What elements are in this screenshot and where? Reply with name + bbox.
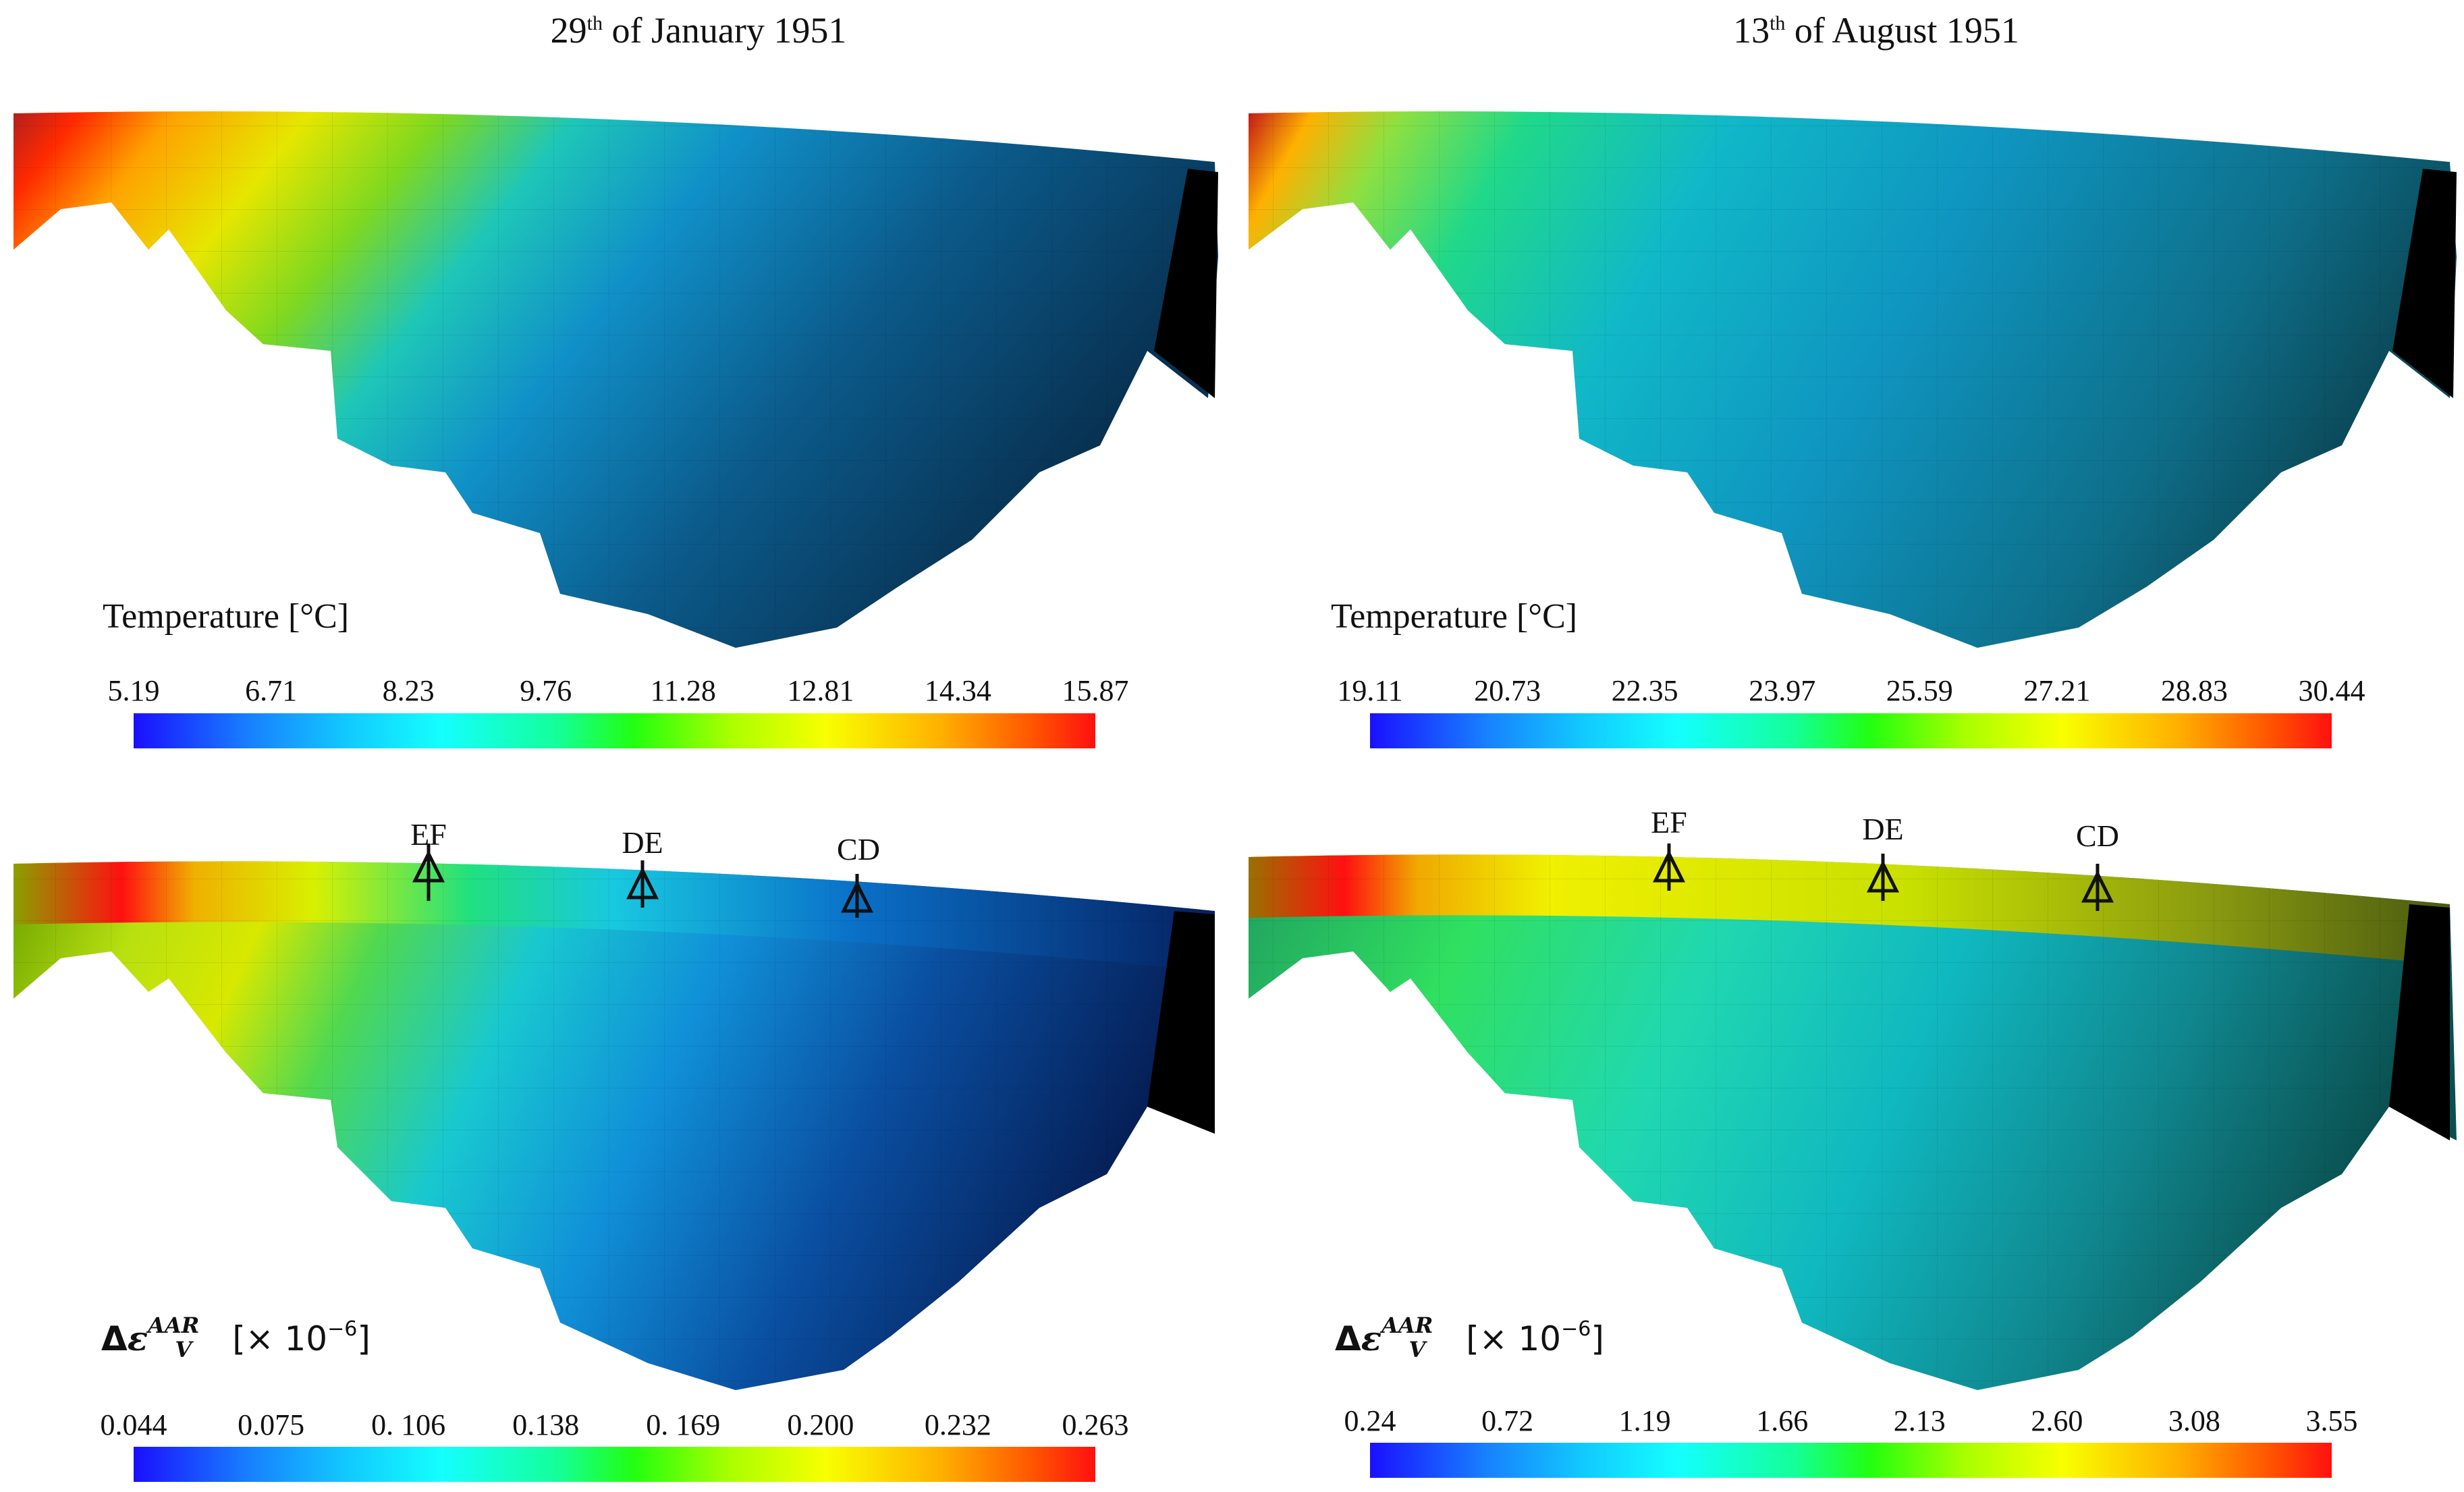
tick-label: 27.21: [2023, 674, 2091, 707]
tick-label: 1.66: [1756, 1404, 1809, 1437]
tick-label: 14.34: [924, 674, 991, 707]
dam-august-temperature: [1249, 111, 2457, 648]
temperature-ticks-left: 5.19 6.71 8.23 9.76 11.28 12.81 14.34 15…: [108, 673, 1129, 707]
tick-label: 30.44: [2298, 674, 2365, 707]
temperature-colorbar-right: [1370, 713, 2332, 748]
dam-january-temperature: [13, 111, 1218, 648]
temperature-colorbar-left: [134, 713, 1095, 748]
tick-label: 8.23: [382, 674, 435, 707]
strain-label-left: ΔεAARV [× 10−6]: [101, 1313, 371, 1362]
tick-label: 6.71: [245, 674, 298, 707]
tick-label: 23.97: [1749, 674, 1816, 707]
tick-label: 0.24: [1344, 1404, 1396, 1437]
tick-label: 20.73: [1474, 674, 1541, 707]
tick-label: 3.08: [2168, 1404, 2220, 1437]
tick-label: 2.13: [1893, 1404, 1946, 1437]
tick-label: 9.76: [520, 674, 572, 707]
tick-label: 0.044: [100, 1408, 167, 1441]
tick-label: 28.83: [2160, 674, 2228, 707]
tick-label: 0.232: [924, 1408, 991, 1441]
right-panel-title: 13th of August 1951: [1733, 10, 2019, 51]
tick-label: 15.87: [1062, 674, 1129, 707]
temperature-label-right: Temperature [°C]: [1331, 597, 1578, 636]
dam-august-strain: [1249, 854, 2457, 1390]
tick-label: 0.72: [1481, 1404, 1534, 1437]
tick-label: 0.200: [787, 1408, 854, 1441]
tick-label: 0.138: [512, 1408, 580, 1441]
tick-label: 12.81: [787, 674, 854, 707]
strain-label-right: ΔεAARV [× 10−6]: [1335, 1313, 1604, 1362]
strain-ticks-left: 0.044 0.075 0. 106 0.138 0. 169 0.200 0.…: [101, 1408, 1129, 1441]
tick-label: 22.35: [1611, 674, 1678, 707]
section-label-de-right: DE: [1862, 812, 1904, 846]
temperature-label-left: Temperature [°C]: [103, 597, 350, 636]
tick-label: 19.11: [1337, 674, 1403, 707]
section-markers: [412, 844, 2114, 918]
strain-ticks-right: 0.24 0.72 1.19 1.66 2.13 2.60 3.08 3.55: [1344, 1404, 2358, 1437]
tick-label: 11.28: [650, 674, 716, 707]
section-label-cd-left: CD: [837, 832, 880, 866]
strain-colorbar-right: [1370, 1443, 2332, 1478]
dam-january-strain: [13, 861, 1215, 1390]
tick-label: 3.55: [2305, 1404, 2358, 1437]
section-label-ef-right: EF: [1651, 805, 1687, 839]
tick-label: 25.59: [1886, 674, 1953, 707]
left-panel-title: 29th of January 1951: [550, 10, 847, 51]
tick-label: 0.075: [238, 1408, 305, 1441]
tick-label: 0. 169: [646, 1408, 721, 1441]
section-label-cd-right: CD: [2076, 819, 2119, 853]
tick-label: 0.263: [1062, 1408, 1129, 1441]
tick-label: 2.60: [2031, 1404, 2083, 1437]
tick-label: 5.19: [107, 674, 160, 707]
section-label-de-left: DE: [622, 825, 663, 860]
tick-label: 1.19: [1618, 1404, 1671, 1437]
tick-label: 0. 106: [371, 1408, 446, 1441]
strain-colorbar-left: [134, 1447, 1095, 1482]
temperature-ticks-right: 19.11 20.73 22.35 23.97 25.59 27.21 28.8…: [1337, 673, 2365, 707]
section-label-ef-left: EF: [410, 817, 447, 852]
